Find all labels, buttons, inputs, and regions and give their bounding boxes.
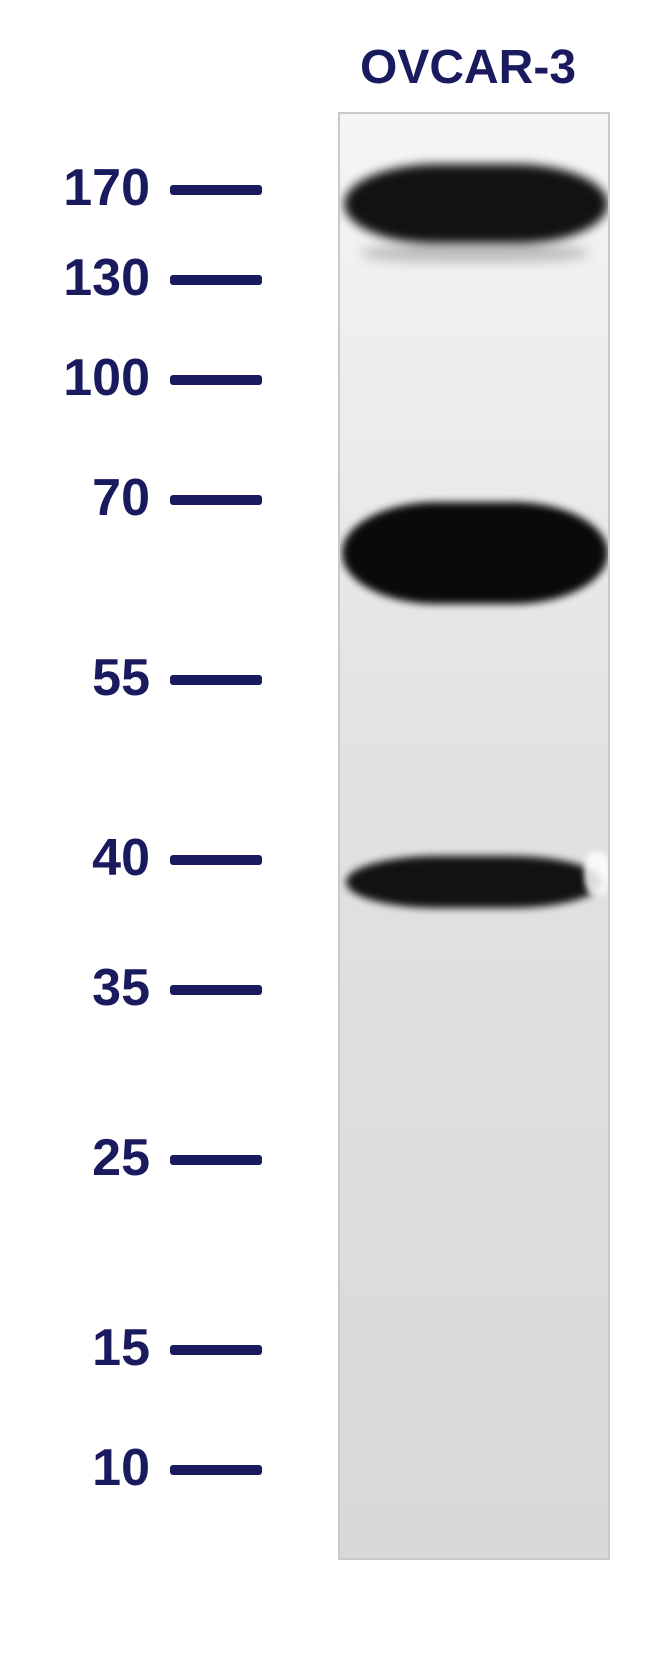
mw-marker-label-170: 170 <box>40 158 150 218</box>
mw-marker-tick-35 <box>170 985 262 995</box>
mw-marker-label-10: 10 <box>40 1438 150 1498</box>
mw-marker-label-130: 130 <box>40 248 150 308</box>
mw-marker-tick-25 <box>170 1155 262 1165</box>
blot-band-1 <box>360 244 590 262</box>
blot-band-3 <box>346 856 602 908</box>
blot-band-2 <box>342 502 608 604</box>
mw-marker-label-40: 40 <box>40 828 150 888</box>
blot-lane-area <box>338 112 610 1560</box>
mw-marker-tick-10 <box>170 1465 262 1475</box>
mw-marker-tick-70 <box>170 495 262 505</box>
mw-marker-label-70: 70 <box>40 468 150 528</box>
mw-marker-label-55: 55 <box>40 648 150 708</box>
mw-marker-tick-170 <box>170 185 262 195</box>
western-blot-figure: OVCAR-3 170 130 100 70 55 40 35 25 15 10 <box>0 0 650 1653</box>
lane-header-ovcar3: OVCAR-3 <box>338 40 598 95</box>
mw-marker-tick-55 <box>170 675 262 685</box>
mw-marker-tick-40 <box>170 855 262 865</box>
mw-marker-tick-130 <box>170 275 262 285</box>
mw-marker-tick-100 <box>170 375 262 385</box>
blot-band-0 <box>344 164 608 244</box>
mw-marker-label-100: 100 <box>40 348 150 408</box>
mw-marker-label-25: 25 <box>40 1128 150 1188</box>
blot-band-4 <box>584 852 610 896</box>
mw-marker-label-15: 15 <box>40 1318 150 1378</box>
mw-marker-label-35: 35 <box>40 958 150 1018</box>
mw-marker-tick-15 <box>170 1345 262 1355</box>
